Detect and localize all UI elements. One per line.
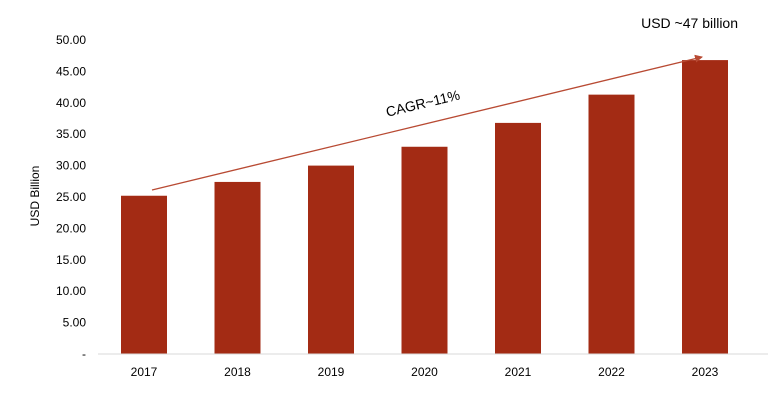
- bar: [495, 122, 541, 355]
- y-axis-label: USD Billion: [28, 166, 42, 227]
- y-tick-label: 40.00: [56, 96, 86, 110]
- y-tick-label: 45.00: [56, 64, 86, 78]
- bar: [588, 94, 635, 355]
- y-tick-label: 10.00: [56, 284, 86, 298]
- bar: [682, 60, 728, 354]
- x-tick-label: 2021: [505, 365, 532, 379]
- bars: [121, 60, 728, 355]
- y-tick-label: 5.00: [63, 316, 87, 330]
- y-axis-ticks: - 5.00 10.00 15.00 20.00 25.00 30.00 35.00 40.00…: [56, 33, 86, 361]
- x-tick-label: 2017: [131, 365, 158, 379]
- x-tick-label: 2019: [318, 365, 345, 379]
- y-tick-label: -: [82, 347, 86, 361]
- bar: [308, 165, 354, 354]
- y-tick-label: 50.00: [56, 33, 86, 47]
- x-tick-label: 2020: [411, 365, 438, 379]
- x-tick-label: 2022: [598, 365, 625, 379]
- y-tick-label: 25.00: [56, 190, 86, 204]
- y-tick-label: 20.00: [56, 221, 86, 235]
- x-tick-label: 2018: [224, 365, 251, 379]
- bar: [121, 195, 167, 354]
- x-tick-label: 2023: [692, 365, 719, 379]
- cagr-annotation: CAGR~11%: [384, 87, 461, 120]
- bar: [401, 146, 448, 354]
- y-tick-label: 35.00: [56, 127, 86, 141]
- cagr-arrow: [151, 54, 703, 191]
- top-value-annotation: USD ~47 billion: [641, 15, 738, 31]
- bar: [214, 181, 261, 354]
- y-tick-label: 15.00: [56, 253, 86, 267]
- y-tick-label: 30.00: [56, 159, 86, 173]
- x-axis-ticks: 2017 2018 2019 2020 2021 2022 2023: [131, 365, 719, 379]
